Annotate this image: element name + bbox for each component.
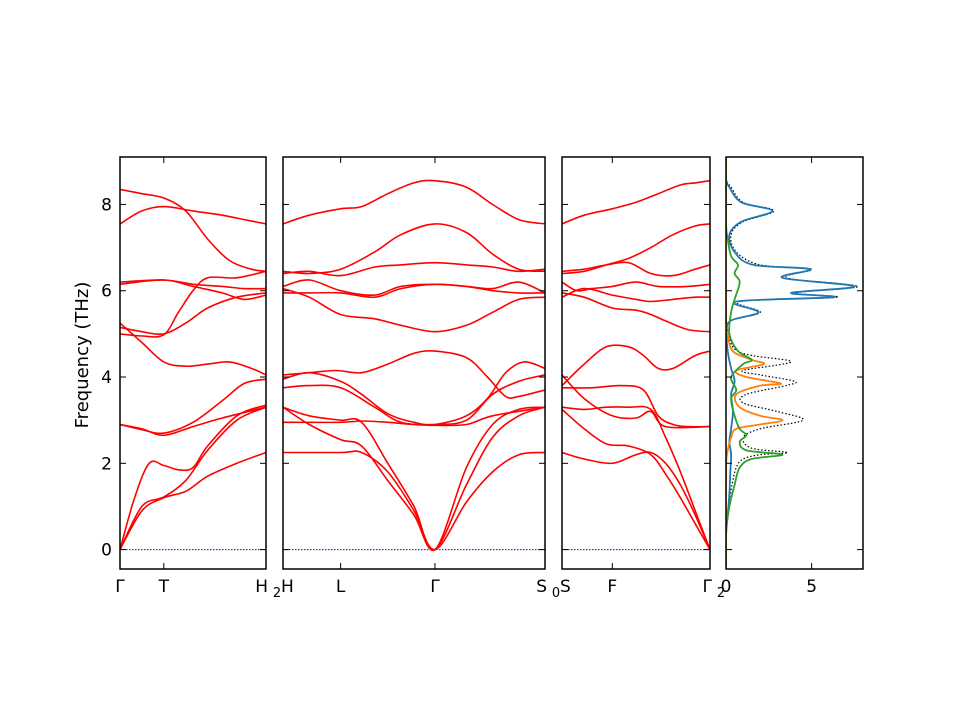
- dos-curve: [726, 157, 784, 567]
- x-tick-label: S: [560, 577, 571, 597]
- phonon-band: [120, 406, 266, 437]
- phonon-band: [120, 406, 266, 551]
- phonon-band: [120, 322, 266, 376]
- phonon-band: [562, 384, 710, 428]
- phonon-band: [120, 378, 266, 435]
- phonon-band: [283, 350, 545, 399]
- y-tick-label: 4: [101, 368, 112, 388]
- phonon-band: [283, 223, 545, 275]
- x-tick-label: S: [536, 577, 547, 597]
- phonon-band: [283, 406, 545, 551]
- x-tick-label: L: [336, 577, 346, 597]
- panel-frame: [561, 156, 711, 570]
- x-tick-label: H: [281, 577, 294, 597]
- dos-frame: [725, 156, 864, 570]
- x-tick-subscript: 2: [717, 586, 725, 601]
- phonon-band: [283, 361, 545, 426]
- y-tick-label: 8: [101, 195, 112, 215]
- phonon-band: [283, 179, 545, 225]
- x-tick-label: F: [607, 577, 617, 597]
- phonon-band: [120, 270, 266, 338]
- phonon-band: [562, 374, 710, 429]
- phonon-band: [562, 451, 710, 551]
- phonon-band: [562, 261, 710, 277]
- panel-frame: [282, 156, 546, 570]
- y-tick-label: 0: [101, 541, 112, 561]
- phonon-band: [283, 261, 545, 277]
- phonon-band: [120, 451, 266, 551]
- dos-curve: [726, 157, 856, 567]
- phonon-band: [283, 287, 545, 333]
- dos-curve: [726, 157, 784, 567]
- phonon-band: [562, 223, 710, 275]
- x-tick-label: Γ: [430, 577, 440, 597]
- x-tick-subscript: 2: [273, 586, 281, 601]
- phonon-band: [120, 205, 266, 225]
- phonon-band: [120, 188, 266, 273]
- phonon-band: [283, 450, 545, 551]
- phonon-band: [562, 281, 710, 292]
- phonon-band: [283, 279, 545, 297]
- phonon-band: [562, 405, 710, 551]
- dos-x-tick-label: 0: [721, 577, 732, 597]
- y-axis-label: Frequency (THz): [72, 282, 93, 429]
- phonon-band: [562, 287, 710, 303]
- phonon-band: [283, 374, 545, 426]
- x-tick-label: Γ: [115, 577, 125, 597]
- phonon-band: [120, 279, 266, 290]
- phonon-band: [562, 344, 710, 387]
- x-tick-subscript: 0: [552, 586, 560, 601]
- phonon-band: [562, 292, 710, 333]
- phonon-band: [283, 283, 545, 299]
- phonon-band: [562, 408, 710, 551]
- phonon-band: [283, 406, 545, 552]
- dos-x-tick-label: 5: [806, 577, 817, 597]
- x-tick-label: Γ: [703, 577, 713, 597]
- x-tick-label: T: [158, 577, 170, 597]
- x-tick-label: H: [255, 577, 268, 597]
- y-tick-label: 2: [101, 454, 112, 474]
- phonon-band: [120, 404, 266, 551]
- panel-frame: [119, 156, 267, 570]
- y-tick-label: 6: [101, 282, 112, 302]
- phonon-band: [562, 179, 710, 225]
